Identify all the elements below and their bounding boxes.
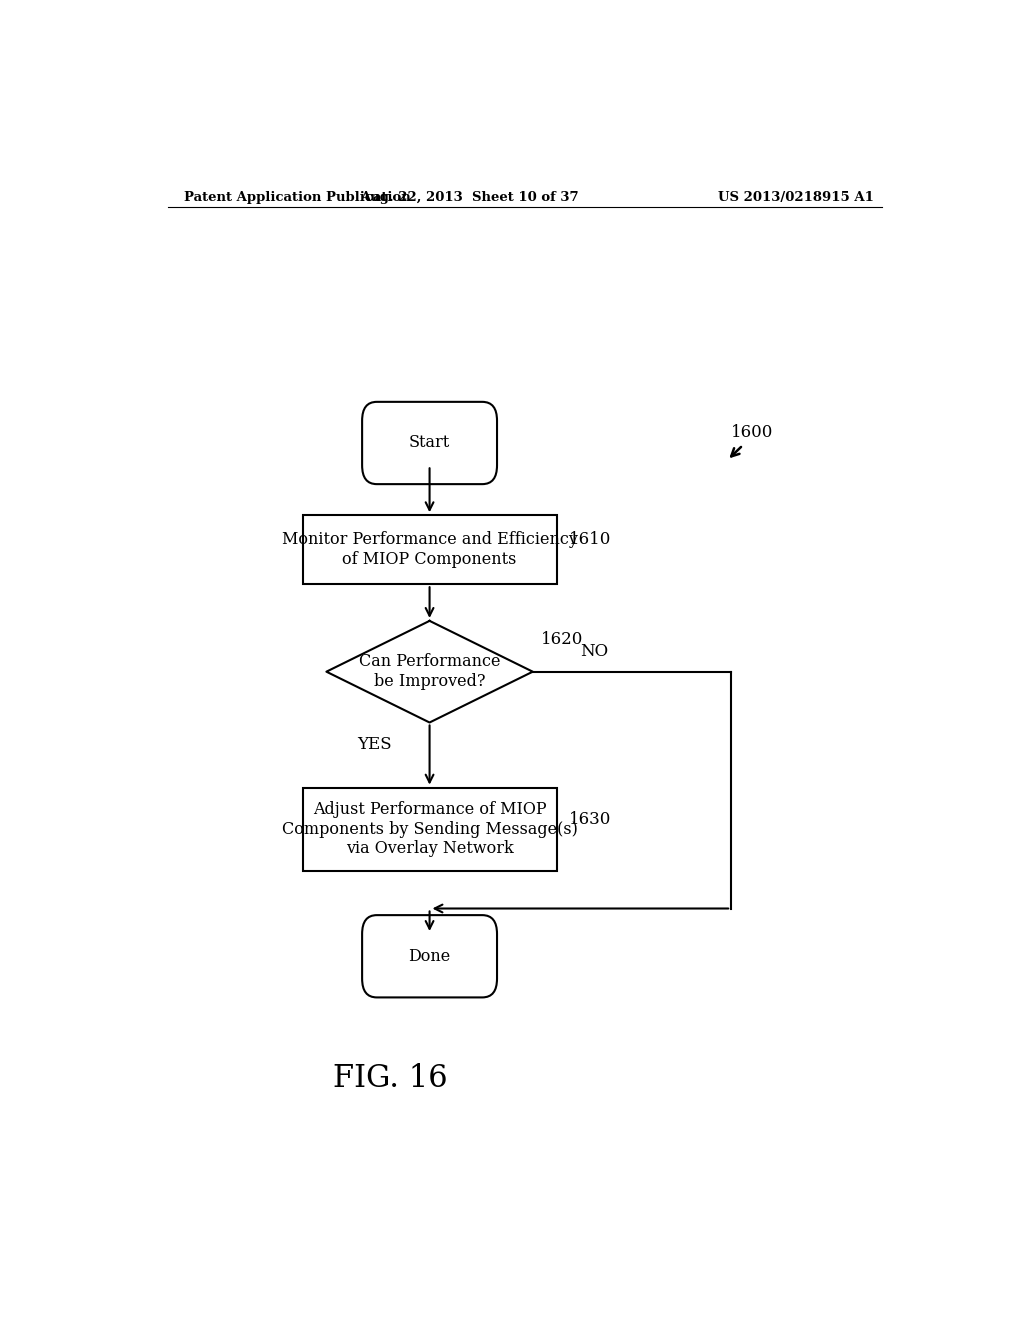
Text: 1610: 1610	[568, 531, 611, 548]
Text: US 2013/0218915 A1: US 2013/0218915 A1	[718, 190, 873, 203]
Text: FIG. 16: FIG. 16	[333, 1063, 447, 1094]
Text: 1620: 1620	[541, 631, 583, 648]
Text: 1630: 1630	[568, 810, 611, 828]
Text: 1600: 1600	[731, 424, 773, 441]
Bar	[303, 788, 557, 871]
Text: Patent Application Publication: Patent Application Publication	[183, 190, 411, 203]
FancyBboxPatch shape	[362, 401, 497, 484]
Text: Aug. 22, 2013  Sheet 10 of 37: Aug. 22, 2013 Sheet 10 of 37	[359, 190, 579, 203]
Text: Done: Done	[409, 948, 451, 965]
Text: YES: YES	[356, 737, 391, 754]
Text: NO: NO	[581, 643, 608, 660]
FancyBboxPatch shape	[362, 915, 497, 998]
Text: Monitor Performance and Efficiency
of MIOP Components: Monitor Performance and Efficiency of MI…	[282, 532, 578, 568]
Text: Adjust Performance of MIOP
Components by Sending Message(s)
via Overlay Network: Adjust Performance of MIOP Components by…	[282, 801, 578, 857]
Text: Can Performance
be Improved?: Can Performance be Improved?	[358, 653, 501, 690]
Bar	[303, 515, 557, 585]
Text: Start: Start	[409, 434, 451, 451]
